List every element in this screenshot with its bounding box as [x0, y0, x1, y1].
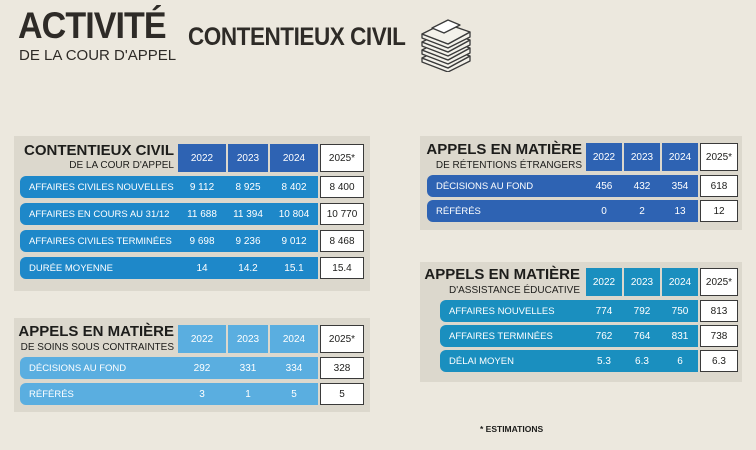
etrangers-header-2025: 2025* — [700, 143, 738, 171]
row-label: AFFAIRES NOUVELLES — [449, 305, 555, 317]
etrangers-header-2022: 2022 — [586, 143, 622, 171]
row-value-2025: 813 — [700, 300, 738, 322]
row-value-2023: 432 — [633, 180, 651, 192]
row-value-2023: 11 394 — [233, 208, 263, 220]
row-value-2023: 8 925 — [235, 181, 261, 193]
civil-header-2023: 2023 — [228, 144, 268, 172]
row-label: RÉFÉRÉS — [29, 388, 74, 400]
etrangers-table-subtitle: DE RÉTENTIONS ÉTRANGERS — [435, 160, 582, 171]
educative-header-2023: 2023 — [624, 268, 660, 296]
table-row: DÉCISIONS AU FOND 292 331 334 — [20, 357, 318, 379]
table-row: DURÉE MOYENNE 14 14.2 15.1 — [20, 257, 318, 279]
educative-table-title: APPELS EN MATIÈRE — [424, 266, 580, 283]
etrangers-table-title: APPELS EN MATIÈRE — [426, 141, 582, 158]
civil-header-2024: 2024 — [270, 144, 318, 172]
civil-header-2025: 2025* — [320, 144, 364, 172]
row-value-2023: 331 — [239, 362, 257, 374]
books-stack-icon — [418, 14, 474, 77]
footnote: * ESTIMATIONS — [480, 424, 544, 434]
row-value-2024: 10 804 — [278, 208, 310, 220]
row-value-2023: 14.2 — [238, 262, 258, 274]
row-value-2022: 0 — [601, 205, 607, 217]
row-value-2025: 8 400 — [320, 176, 364, 198]
row-label: RÉFÉRÉS — [436, 205, 481, 217]
row-label: AFFAIRES CIVILES NOUVELLES — [29, 181, 174, 193]
table-row: AFFAIRES NOUVELLES 774 792 750 — [440, 300, 698, 322]
row-label: DURÉE MOYENNE — [29, 262, 113, 274]
row-value-2022: 456 — [595, 180, 613, 192]
row-label: DÉLAI MOYEN — [449, 355, 514, 367]
row-value-2022: 11 688 — [187, 208, 217, 220]
row-value-2024: 9 012 — [281, 235, 307, 247]
row-value-2025: 328 — [320, 357, 364, 379]
row-value-2024: 15.1 — [284, 262, 304, 274]
row-value-2024: 6 — [677, 355, 683, 367]
soins-header-2024: 2024 — [270, 325, 318, 353]
table-row: AFFAIRES TERMINÉES 762 764 831 — [440, 325, 698, 347]
row-value-2022: 9 698 — [189, 235, 215, 247]
row-value-2024: 13 — [674, 205, 686, 217]
civil-table-subtitle: DE LA COUR D'APPEL — [69, 160, 174, 171]
row-value-2024: 8 402 — [281, 181, 307, 193]
row-value-2022: 5.3 — [597, 355, 611, 367]
row-value-2022: 774 — [595, 305, 613, 317]
row-label: DÉCISIONS AU FOND — [29, 362, 127, 374]
row-value-2024: 354 — [671, 180, 689, 192]
soins-table-subtitle: DE SOINS SOUS CONTRAINTES — [20, 342, 174, 353]
row-value-2025: 5 — [320, 383, 364, 405]
table-row: AFFAIRES CIVILES NOUVELLES 9 112 8 925 8… — [20, 176, 318, 198]
row-label: AFFAIRES EN COURS AU 31/12 — [29, 208, 170, 220]
section-title: CONTENTIEUX CIVIL — [188, 23, 406, 51]
etrangers-header-2024: 2024 — [662, 143, 698, 171]
row-value-2023: 1 — [245, 388, 251, 400]
row-value-2023: 764 — [633, 330, 651, 342]
soins-header-2022: 2022 — [178, 325, 226, 353]
soins-header-2025: 2025* — [320, 325, 364, 353]
row-value-2024: 334 — [285, 362, 303, 374]
table-row: DÉCISIONS AU FOND 456 432 354 — [427, 175, 698, 197]
row-value-2024: 5 — [291, 388, 297, 400]
row-label: AFFAIRES CIVILES TERMINÉES — [29, 235, 172, 247]
row-value-2022: 762 — [595, 330, 613, 342]
table-row: RÉFÉRÉS 3 1 5 — [20, 383, 318, 405]
page-subtitle: DE LA COUR D'APPEL — [19, 47, 177, 64]
row-value-2025: 738 — [700, 325, 738, 347]
row-value-2025: 8 468 — [320, 230, 364, 252]
row-value-2025: 12 — [700, 200, 738, 222]
table-row: RÉFÉRÉS 0 2 13 — [427, 200, 698, 222]
row-value-2022: 14 — [196, 262, 208, 274]
row-value-2022: 9 112 — [189, 181, 215, 193]
table-row: AFFAIRES CIVILES TERMINÉES 9 698 9 236 9… — [20, 230, 318, 252]
row-value-2023: 9 236 — [235, 235, 261, 247]
civil-header-2022: 2022 — [178, 144, 226, 172]
page-title: ACTIVITÉ — [18, 5, 167, 46]
row-value-2025: 10 770 — [320, 203, 364, 225]
soins-header-2023: 2023 — [228, 325, 268, 353]
row-value-2024: 750 — [671, 305, 689, 317]
educative-header-2025: 2025* — [700, 268, 738, 296]
educative-header-2022: 2022 — [586, 268, 622, 296]
row-value-2023: 6.3 — [635, 355, 649, 367]
row-value-2023: 792 — [633, 305, 651, 317]
row-label: AFFAIRES TERMINÉES — [449, 330, 553, 342]
civil-table-title: CONTENTIEUX CIVIL — [23, 142, 174, 159]
row-value-2025: 15.4 — [320, 257, 364, 279]
row-value-2025: 6.3 — [700, 350, 738, 372]
educative-header-2024: 2024 — [662, 268, 698, 296]
table-row: AFFAIRES EN COURS AU 31/12 11 688 11 394… — [20, 203, 318, 225]
row-value-2022: 292 — [193, 362, 211, 374]
table-row: DÉLAI MOYEN 5.3 6.3 6 — [440, 350, 698, 372]
soins-table-title: APPELS EN MATIÈRE — [18, 323, 174, 340]
row-label: DÉCISIONS AU FOND — [436, 180, 534, 192]
row-value-2023: 2 — [639, 205, 645, 217]
row-value-2024: 831 — [671, 330, 689, 342]
etrangers-header-2023: 2023 — [624, 143, 660, 171]
row-value-2022: 3 — [199, 388, 205, 400]
row-value-2025: 618 — [700, 175, 738, 197]
educative-table-subtitle: D'ASSISTANCE ÉDUCATIVE — [448, 285, 580, 296]
